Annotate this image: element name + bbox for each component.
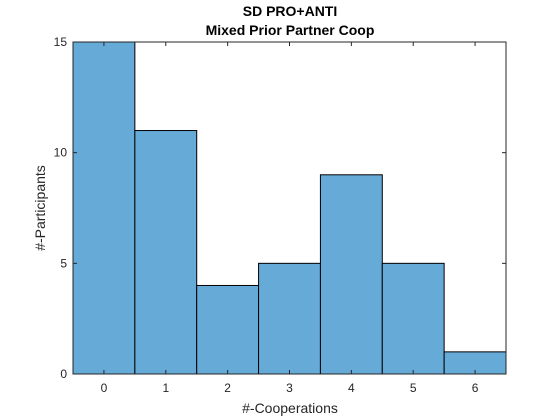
- x-tick-label-1: 1: [162, 381, 169, 395]
- x-tick-label-4: 4: [348, 381, 355, 395]
- y-axis-label: #-Participants: [32, 165, 48, 251]
- x-tick-label-6: 6: [472, 381, 479, 395]
- ticks-group: 0 1 2 3 4 5 6 0 5 10 15: [54, 35, 506, 395]
- chart-title: SD PRO+ANTI: [243, 3, 338, 19]
- x-tick-label-0: 0: [101, 381, 108, 395]
- bars-group: [72, 41, 507, 375]
- x-axis-label: #-Cooperations: [242, 400, 338, 416]
- bar-1: [134, 130, 198, 375]
- y-tick-label-0: 0: [60, 367, 67, 381]
- bar-0: [72, 41, 136, 375]
- x-tick-label-3: 3: [286, 381, 293, 395]
- bar-5: [381, 262, 445, 375]
- y-tick-label-10: 10: [54, 146, 68, 160]
- y-tick-label-15: 15: [54, 35, 68, 49]
- chart-subtitle: Mixed Prior Partner Coop: [206, 22, 375, 38]
- x-tick-label-2: 2: [224, 381, 231, 395]
- bar-3: [258, 262, 321, 375]
- y-tick-label-5: 5: [60, 256, 67, 270]
- x-tick-label-5: 5: [410, 381, 417, 395]
- bar-2: [196, 284, 260, 375]
- bar-4: [319, 174, 383, 375]
